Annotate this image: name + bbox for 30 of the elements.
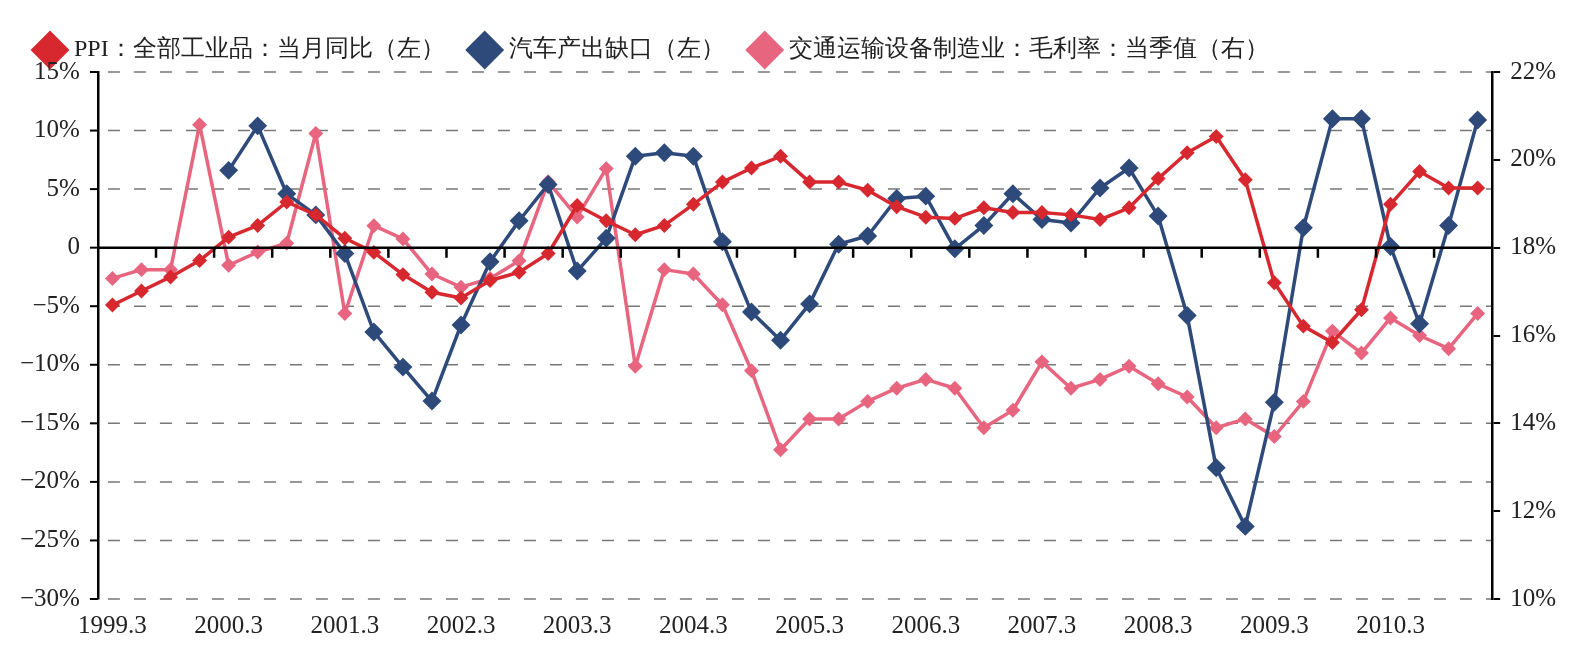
x-tick-label: 2010.3 <box>1356 610 1425 638</box>
x-tick-label: 2000.3 <box>194 610 264 638</box>
y-tick-label: −15% <box>19 407 80 435</box>
y-tick-label: −25% <box>19 525 80 553</box>
y2-tick-label: 10% <box>1510 583 1556 611</box>
x-tick-label: 2004.3 <box>659 610 728 638</box>
x-tick-label: 1999.3 <box>78 610 147 638</box>
x-tick-label: 2007.3 <box>1007 610 1077 638</box>
y-tick-label: −20% <box>19 466 80 494</box>
y2-tick-label: 22% <box>1510 56 1556 84</box>
y2-tick-label: 14% <box>1510 407 1556 435</box>
x-tick-label: 2002.3 <box>426 610 496 638</box>
x-tick-label: 2003.3 <box>542 610 612 638</box>
y-tick-label: 0 <box>67 232 80 260</box>
legend-label: 汽车产出缺口（左） <box>508 35 725 62</box>
y-tick-label: −30% <box>19 583 80 611</box>
y-tick-label: −5% <box>32 290 80 318</box>
y2-tick-label: 16% <box>1510 320 1556 348</box>
y-tick-label: −10% <box>19 349 80 377</box>
x-tick-label: 2001.3 <box>310 610 380 638</box>
y2-tick-label: 20% <box>1510 144 1556 172</box>
y2-tick-label: 18% <box>1510 232 1556 260</box>
x-tick-label: 2008.3 <box>1123 610 1193 638</box>
x-tick-label: 2009.3 <box>1239 610 1309 638</box>
legend-label: 交通运输设备制造业：毛利率：当季值（右） <box>788 35 1269 62</box>
x-tick-label: 2006.3 <box>891 610 961 638</box>
y-tick-label: 10% <box>34 115 80 143</box>
y-tick-label: 5% <box>46 173 80 201</box>
y2-tick-label: 12% <box>1510 495 1556 523</box>
x-tick-label: 2005.3 <box>775 610 844 638</box>
